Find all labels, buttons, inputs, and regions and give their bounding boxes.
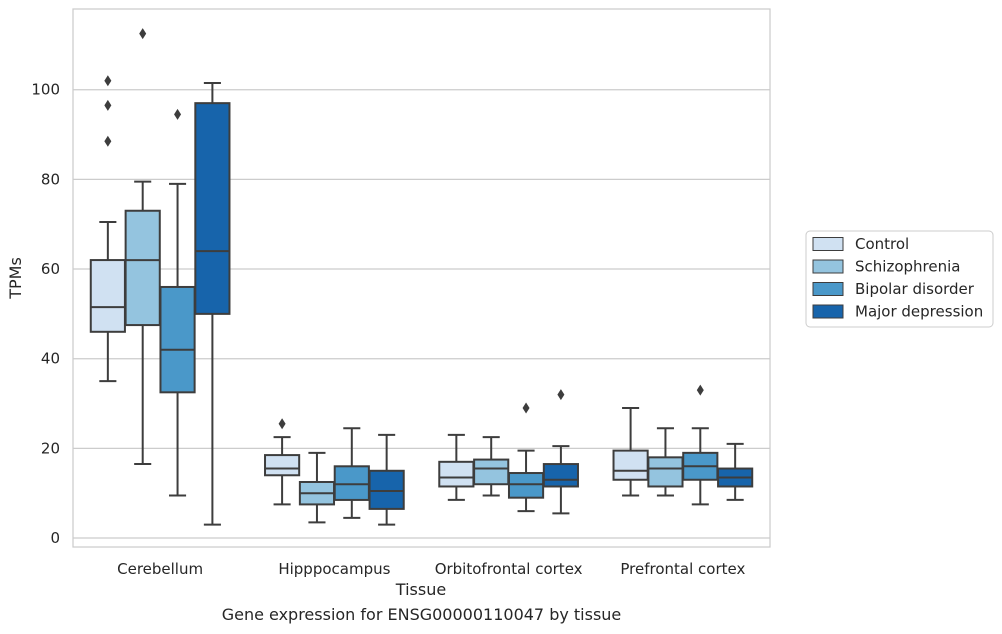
box-iqr [542, 463, 579, 488]
box-group [159, 108, 196, 497]
box-group [124, 28, 161, 466]
box-iqr [612, 449, 649, 481]
y-tick-label: 80 [41, 170, 60, 188]
box-group [542, 389, 579, 515]
legend-label: Control [855, 235, 909, 253]
box-group [682, 384, 719, 506]
x-tick-label: Prefrontal cortex [620, 560, 745, 578]
legend-frame [805, 230, 994, 328]
chart-caption: Gene expression for ENSG00000110047 by t… [221, 605, 622, 624]
box-iqr [647, 456, 684, 488]
outlier-marker [696, 384, 704, 396]
box-iqr [264, 454, 301, 477]
box-group [264, 418, 301, 506]
box-iqr [473, 458, 510, 486]
x-tick-label: Cerebellum [117, 560, 203, 578]
legend: Control Schizophrenia Bipolar disorder Majo… [805, 230, 994, 328]
x-tick-labels: Cerebellum Hipppocampus Orbitofrontal cort… [117, 560, 745, 578]
box-group [194, 81, 231, 526]
outlier-marker [139, 28, 147, 40]
y-tick-label: 60 [41, 260, 60, 278]
legend-label: Bipolar disorder [855, 280, 975, 298]
y-axis-label: TPMs [6, 257, 25, 300]
box-iqr [438, 460, 475, 488]
x-axis-label: Tissue [395, 580, 446, 599]
y-tick-labels: 0 20 40 60 80 100 [31, 81, 60, 547]
box-group [333, 427, 370, 519]
box-iqr [507, 472, 545, 499]
outlier-marker [104, 135, 112, 147]
box-iqr [333, 465, 370, 501]
outlier-marker [104, 75, 112, 87]
box-group [717, 442, 754, 501]
y-tick-label: 0 [50, 529, 60, 547]
outlier-marker [174, 108, 182, 120]
box-group [438, 433, 475, 501]
x-tick-label: Orbitofrontal cortex [435, 560, 583, 578]
legend-label: Schizophrenia [855, 258, 960, 276]
outlier-marker [104, 99, 112, 111]
outlier-marker [278, 418, 286, 430]
y-tick-label: 20 [41, 439, 60, 457]
legend-swatch [812, 304, 844, 319]
box-iqr [194, 102, 231, 315]
legend-label: Major depression [855, 303, 983, 321]
plot-frame [72, 8, 771, 548]
boxes-layer [89, 28, 754, 526]
x-tick-label: Hipppocampus [278, 560, 390, 578]
y-tick-label: 100 [31, 81, 60, 99]
box-iqr [89, 259, 126, 333]
outlier-marker [557, 389, 565, 401]
box-iqr [124, 209, 161, 327]
box-iqr [368, 469, 405, 510]
box-group [298, 451, 336, 524]
y-tick-label: 40 [41, 350, 60, 368]
legend-swatch [812, 259, 844, 274]
box-group [368, 433, 405, 526]
outlier-marker [522, 402, 530, 414]
legend-swatch [812, 282, 844, 296]
box-iqr [159, 285, 196, 394]
legend-swatch [812, 237, 844, 251]
box-group [473, 436, 510, 497]
box-group [89, 75, 126, 383]
